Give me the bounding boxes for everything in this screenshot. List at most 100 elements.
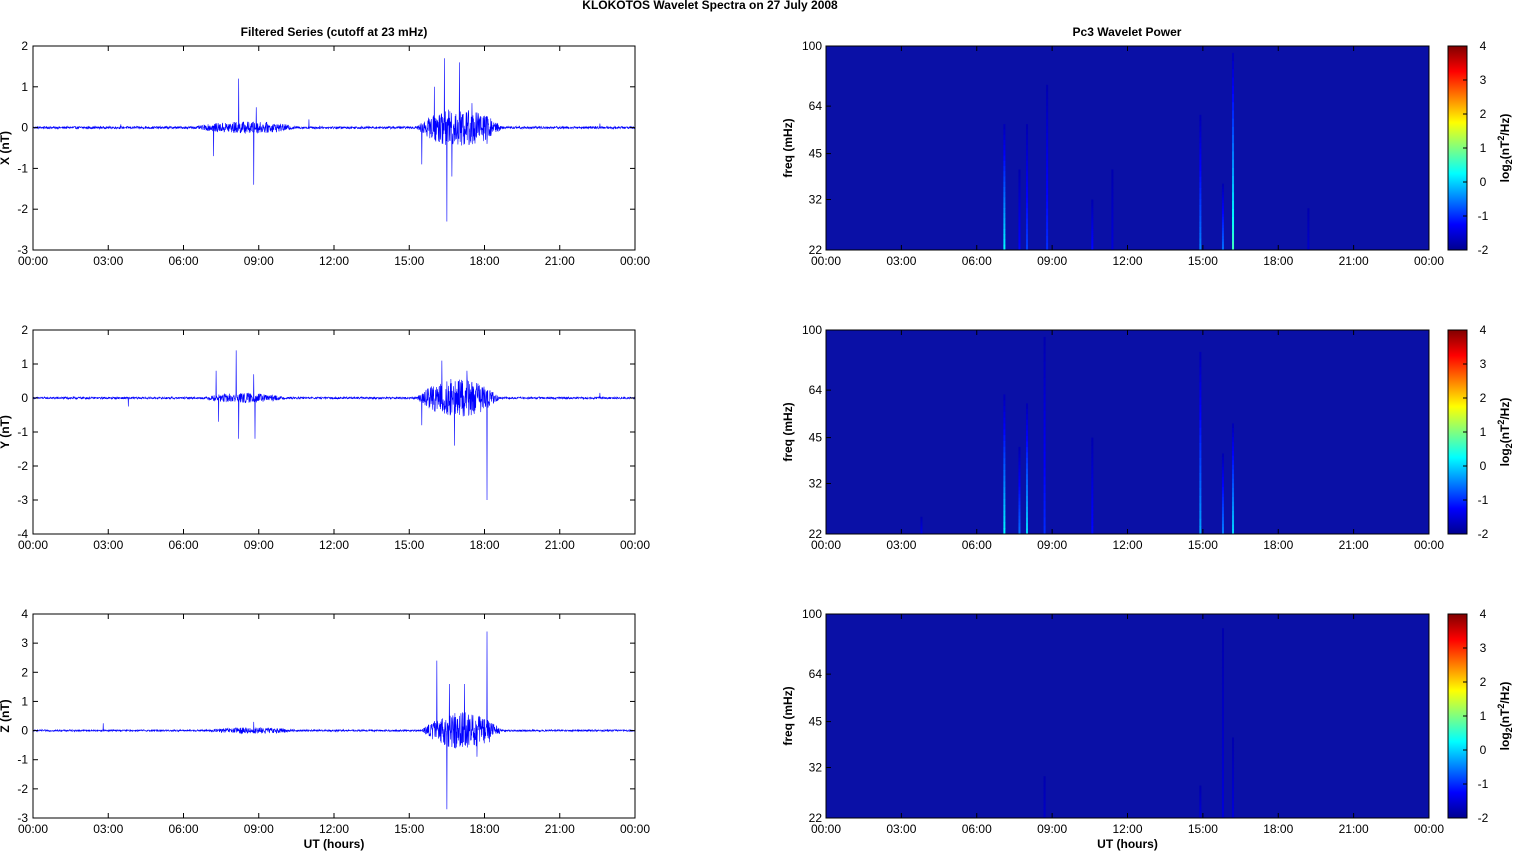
y-wavelet-xtick-label: 06:00 (962, 538, 992, 552)
x-wavelet-colorbar-tick-label: -2 (1478, 243, 1489, 257)
x-wavelet-streak-segment (1307, 208, 1310, 211)
y-wavelet-streak-segment (1043, 451, 1046, 461)
y-wavelet-streak-segment (1003, 394, 1006, 401)
x-wavelet-streak-segment (1307, 225, 1310, 228)
x-wavelet-streak-segment (1221, 236, 1224, 240)
y-wavelet-streak-segment (1043, 345, 1046, 354)
x-series-ytick-label: 1 (21, 80, 28, 94)
x-wavelet-streak-segment (1199, 244, 1202, 251)
y-wavelet-streak-segment (1026, 528, 1028, 535)
z-wavelet-colorbar-tick-label: 0 (1480, 743, 1487, 757)
y-wavelet-xtick-label: 00:00 (1414, 538, 1444, 552)
z-wavelet-streak-segment (1043, 800, 1046, 803)
x-wavelet-colorbar-tick-label: 0 (1480, 175, 1487, 189)
y-wavelet-streak-segment (1026, 495, 1028, 502)
y-wavelet-streak-segment (1199, 518, 1202, 527)
y-wavelet-streak-segment (920, 518, 923, 520)
x-wavelet-streak-segment (1232, 126, 1235, 136)
y-wavelet-streak-segment (1221, 530, 1224, 535)
y-wavelet-streak-segment (920, 522, 923, 524)
y-wavelet-streak-segment (920, 528, 923, 531)
x-wavelet-streak-segment (1026, 171, 1028, 178)
x-wavelet-streak-segment (1003, 129, 1006, 136)
z-wavelet-streak-segment (1232, 781, 1235, 785)
z-wavelet-ytick-label: 22 (809, 811, 823, 825)
y-wavelet-streak-segment (1018, 497, 1021, 502)
y-wavelet-streak-segment (1003, 470, 1006, 477)
x-wavelet-streak-segment (1091, 243, 1094, 247)
x-wavelet-streak-segment (1091, 205, 1094, 209)
x-wavelet-ytick-label: 22 (809, 243, 823, 257)
y-wavelet-streak-segment (1003, 440, 1006, 448)
y-wavelet-streak-segment (1018, 486, 1021, 491)
y-wavelet-streak-segment (1091, 501, 1094, 507)
y-wavelet-streak-segment (920, 521, 923, 523)
x-wavelet-streak-segment (1026, 150, 1028, 157)
z-wavelet-streak-segment (1043, 784, 1046, 788)
z-series-xtick-label: 03:00 (93, 822, 123, 836)
y-wavelet-streak-segment (1091, 473, 1094, 479)
z-wavelet-colorbar-label-part: 2 (1504, 727, 1514, 732)
figure-suptitle: KLOKOTOS Wavelet Spectra on 27 July 2008 (582, 0, 838, 12)
x-wavelet-streak-segment (1111, 196, 1114, 201)
x-wavelet-streak-segment (1199, 188, 1202, 195)
y-wavelet-streak-segment (1043, 525, 1046, 535)
y-series-ytick-label: -3 (17, 493, 28, 507)
y-wavelet-streak-segment (1199, 420, 1202, 429)
y-wavelet-streak-segment (1199, 367, 1202, 376)
x-wavelet-streak-segment (1232, 167, 1235, 177)
y-wavelet-streak-segment (1221, 497, 1224, 501)
y-wavelet-streak-segment (1003, 528, 1006, 535)
y-wavelet-xtick-label: 21:00 (1339, 538, 1369, 552)
y-wavelet-streak-segment (1026, 430, 1028, 437)
y-series-ytick-label: -1 (17, 425, 28, 439)
z-series-xtick-label: 15:00 (394, 822, 424, 836)
y-wavelet-streak-segment (1003, 499, 1006, 506)
x-wavelet-streak-segment (1199, 148, 1202, 155)
y-wavelet-streak-segment (1232, 510, 1235, 517)
x-wavelet-streak-segment (1232, 208, 1235, 218)
z-wavelet-ytick-label: 32 (809, 761, 823, 775)
x-wavelet-streak-segment (1018, 169, 1021, 174)
y-wavelet-xtick-label: 15:00 (1188, 538, 1218, 552)
x-wavelet-streak-segment (1232, 61, 1235, 70)
y-wavelet-streak-segment (1199, 458, 1202, 467)
y-wavelet-streak-segment (1221, 507, 1224, 512)
x-wavelet-streak-segment (1111, 189, 1114, 194)
z-wavelet-streak-segment (1221, 699, 1224, 708)
x-wavelet-streak-segment (1232, 110, 1235, 120)
x-wavelet-streak-segment (1003, 124, 1006, 130)
y-wavelet-streak-segment (1232, 432, 1235, 438)
y-wavelet-streak-segment (1091, 509, 1094, 515)
y-wavelet-streak-segment (1221, 523, 1224, 528)
y-wavelet-streak-segment (1018, 454, 1021, 459)
z-wavelet-colorbar-label-part: /Hz) (1498, 682, 1512, 704)
y-wavelet-streak-segment (1221, 453, 1224, 458)
x-wavelet-streak-segment (1091, 237, 1094, 240)
x-wavelet-streak-segment (1003, 134, 1006, 141)
x-wavelet-streak-segment (1221, 183, 1224, 187)
y-wavelet-streak-segment (1221, 460, 1224, 465)
x-wavelet-streak-segment (1026, 239, 1028, 246)
x-wavelet-streak-segment (1046, 98, 1049, 106)
x-wavelet-streak-segment (1307, 215, 1310, 218)
x-series-xtick-label: 12:00 (319, 254, 349, 268)
z-wavelet-streak-segment (1232, 757, 1235, 762)
x-wavelet-streak-segment (1307, 241, 1310, 244)
y-wavelet-streak-segment (920, 530, 923, 532)
y-wavelet-streak-segment (1043, 369, 1046, 379)
y-wavelet-ytick-label: 45 (809, 431, 823, 445)
x-wavelet-streak-segment (1046, 222, 1049, 230)
z-wavelet-streak-segment (1232, 794, 1235, 799)
y-wavelet-colorbar-label-part: 2 (1496, 420, 1506, 425)
z-wavelet-streak-segment (1232, 791, 1235, 796)
x-wavelet-streak-segment (1307, 244, 1310, 248)
z-wavelet-streak-segment (1221, 810, 1224, 819)
y-wavelet-streak-segment (1199, 496, 1202, 505)
x-wavelet-xtick-label: 09:00 (1037, 254, 1067, 268)
x-wavelet-ytick-label: 45 (809, 147, 823, 161)
z-wavelet-streak-segment (1199, 793, 1202, 796)
z-series-plot-area (33, 614, 635, 818)
y-wavelet-streak-segment (920, 519, 923, 521)
x-wavelet-streak-segment (1307, 230, 1310, 234)
